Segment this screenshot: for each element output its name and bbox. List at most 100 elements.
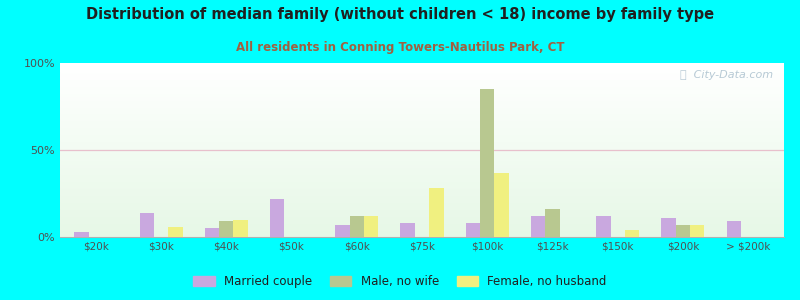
Bar	[60, 197, 784, 199]
Bar	[60, 106, 784, 108]
Bar	[662, 218, 676, 237]
Bar	[60, 194, 784, 195]
Bar	[60, 146, 784, 148]
Bar	[676, 225, 690, 237]
Bar	[60, 228, 784, 230]
Bar	[60, 167, 784, 169]
Bar	[531, 216, 546, 237]
Text: Distribution of median family (without children < 18) income by family type: Distribution of median family (without c…	[86, 8, 714, 22]
Bar	[60, 176, 784, 178]
Bar	[60, 140, 784, 141]
Bar	[60, 230, 784, 232]
Bar	[60, 233, 784, 235]
Bar	[60, 126, 784, 127]
Bar	[60, 154, 784, 155]
Bar	[168, 226, 182, 237]
Bar	[60, 235, 784, 237]
Bar	[60, 122, 784, 124]
Bar	[60, 85, 784, 87]
Bar	[60, 226, 784, 228]
Bar	[60, 207, 784, 209]
Bar	[74, 232, 89, 237]
Bar	[60, 74, 784, 75]
Bar	[60, 133, 784, 134]
Bar	[60, 119, 784, 120]
Bar	[466, 223, 480, 237]
Bar	[60, 131, 784, 133]
Bar	[60, 141, 784, 143]
Bar	[60, 160, 784, 162]
Bar	[60, 172, 784, 174]
Bar	[60, 174, 784, 176]
Bar	[60, 223, 784, 225]
Bar	[60, 89, 784, 91]
Bar	[364, 216, 378, 237]
Bar	[60, 98, 784, 100]
Bar	[60, 128, 784, 129]
Bar	[60, 180, 784, 181]
Bar	[60, 171, 784, 172]
Bar	[60, 195, 784, 197]
Bar	[60, 84, 784, 86]
Bar	[60, 134, 784, 136]
Bar	[480, 89, 494, 237]
Bar	[546, 209, 560, 237]
Bar	[60, 96, 784, 98]
Bar	[60, 65, 784, 67]
Bar	[60, 159, 784, 161]
Bar	[60, 150, 784, 152]
Bar	[60, 115, 784, 117]
Bar	[60, 181, 784, 183]
Bar	[60, 213, 784, 214]
Bar	[60, 80, 784, 82]
Bar	[60, 200, 784, 202]
Bar	[60, 108, 784, 110]
Text: ⓘ  City-Data.com: ⓘ City-Data.com	[680, 70, 773, 80]
Bar	[60, 120, 784, 122]
Bar	[60, 68, 784, 70]
Bar	[60, 91, 784, 93]
Bar	[625, 230, 639, 237]
Bar	[60, 188, 784, 190]
Bar	[60, 87, 784, 89]
Bar	[60, 93, 784, 94]
Bar	[60, 190, 784, 192]
Bar	[60, 103, 784, 105]
Bar	[60, 187, 784, 188]
Bar	[234, 220, 248, 237]
Bar	[401, 223, 415, 237]
Bar	[60, 178, 784, 180]
Bar	[60, 112, 784, 113]
Bar	[60, 169, 784, 171]
Bar	[60, 162, 784, 164]
Bar	[270, 199, 284, 237]
Bar	[60, 63, 784, 65]
Bar	[60, 232, 784, 233]
Bar	[60, 82, 784, 84]
Bar	[60, 204, 784, 206]
Bar	[60, 157, 784, 159]
Bar	[60, 192, 784, 194]
Bar	[60, 67, 784, 68]
Bar	[60, 113, 784, 115]
Bar	[205, 228, 219, 237]
Bar	[60, 209, 784, 211]
Bar	[60, 183, 784, 185]
Bar	[60, 143, 784, 145]
Bar	[60, 101, 784, 103]
Bar	[60, 70, 784, 72]
Bar	[60, 185, 784, 187]
Bar	[60, 206, 784, 207]
Bar	[60, 79, 784, 80]
Bar	[596, 216, 610, 237]
Bar	[690, 225, 705, 237]
Bar	[60, 105, 784, 106]
Bar	[60, 199, 784, 200]
Text: All residents in Conning Towers-Nautilus Park, CT: All residents in Conning Towers-Nautilus…	[236, 40, 564, 53]
Bar	[60, 77, 784, 79]
Bar	[60, 221, 784, 223]
Bar	[60, 152, 784, 154]
Bar	[60, 155, 784, 157]
Legend: Married couple, Male, no wife, Female, no husband: Married couple, Male, no wife, Female, n…	[189, 270, 611, 292]
Bar	[60, 166, 784, 167]
